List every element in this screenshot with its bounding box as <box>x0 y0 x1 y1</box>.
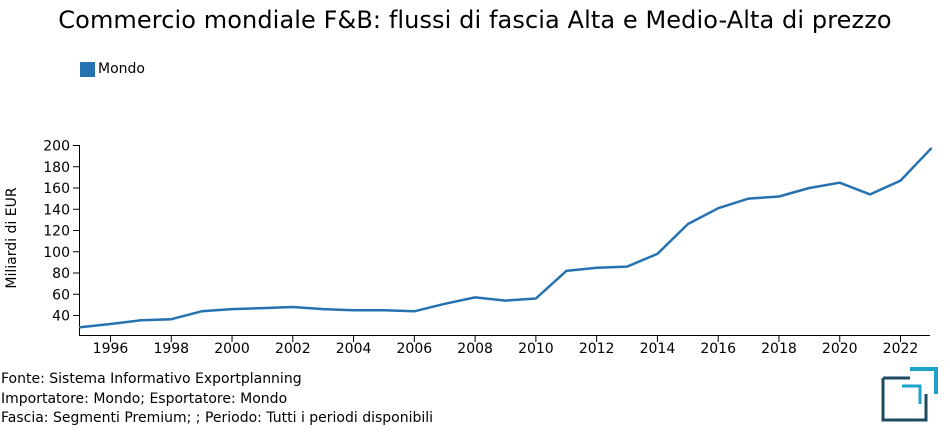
y-tick-label: 180 <box>43 160 70 176</box>
x-axis: 1996 1998 2000 2002 2004 2006 2008 2010 2012 2014… <box>79 335 930 357</box>
logo-icon <box>881 367 938 422</box>
legend-label: Mondo <box>98 61 145 77</box>
logo-accent-inner <box>902 384 922 404</box>
x-tick-label: 2006 <box>397 341 433 357</box>
x-tick-label: 2012 <box>579 341 615 357</box>
logo-accent-outer <box>910 367 938 394</box>
footnote-band: Fascia: Segmenti Premium; ; Periodo: Tut… <box>1 410 434 426</box>
x-tick-label: 2016 <box>700 341 736 357</box>
y-tick-label: 40 <box>52 309 70 325</box>
y-tick-label: 200 <box>43 139 70 155</box>
x-tick-label: 2002 <box>275 341 311 357</box>
y-tick-label: 140 <box>43 202 70 218</box>
footnote-importer: Importatore: Mondo; Esportatore: Mondo <box>1 390 288 407</box>
y-tick-label: 60 <box>52 287 70 303</box>
x-tick-label: 1998 <box>153 341 189 357</box>
y-tick-label: 80 <box>52 266 70 282</box>
logo-frame <box>881 376 928 422</box>
series-line-mondo <box>78 147 933 329</box>
x-tick-label: 1996 <box>93 341 129 357</box>
x-tick-label: 2014 <box>640 341 676 357</box>
y-tick-label: 100 <box>43 245 70 261</box>
series-layer <box>78 147 933 329</box>
x-tick-label: 2020 <box>822 341 858 357</box>
y-tick-label: 160 <box>43 181 70 197</box>
footnotes: Fonte: Sistema Informativo Exportplannin… <box>1 370 433 429</box>
x-tick-label: 2000 <box>214 341 250 357</box>
y-tick-label: 120 <box>43 224 70 240</box>
chart-title: Commercio mondiale F&B: flussi di fascia… <box>58 6 892 34</box>
legend-swatch <box>80 61 95 77</box>
footnote-source: Fonte: Sistema Informativo Exportplannin… <box>1 371 302 387</box>
x-tick-label: 2010 <box>518 341 554 357</box>
x-tick-label: 2018 <box>761 341 797 357</box>
x-tick-label: 2022 <box>883 341 919 357</box>
x-tick-label: 2008 <box>457 341 493 357</box>
x-tick-label: 2004 <box>336 341 372 357</box>
y-axis: 40 60 80 100 120 140 160 180 200 <box>43 139 80 336</box>
legend: Mondo <box>80 60 145 78</box>
y-axis-label: Miliardi di EUR <box>4 187 20 288</box>
